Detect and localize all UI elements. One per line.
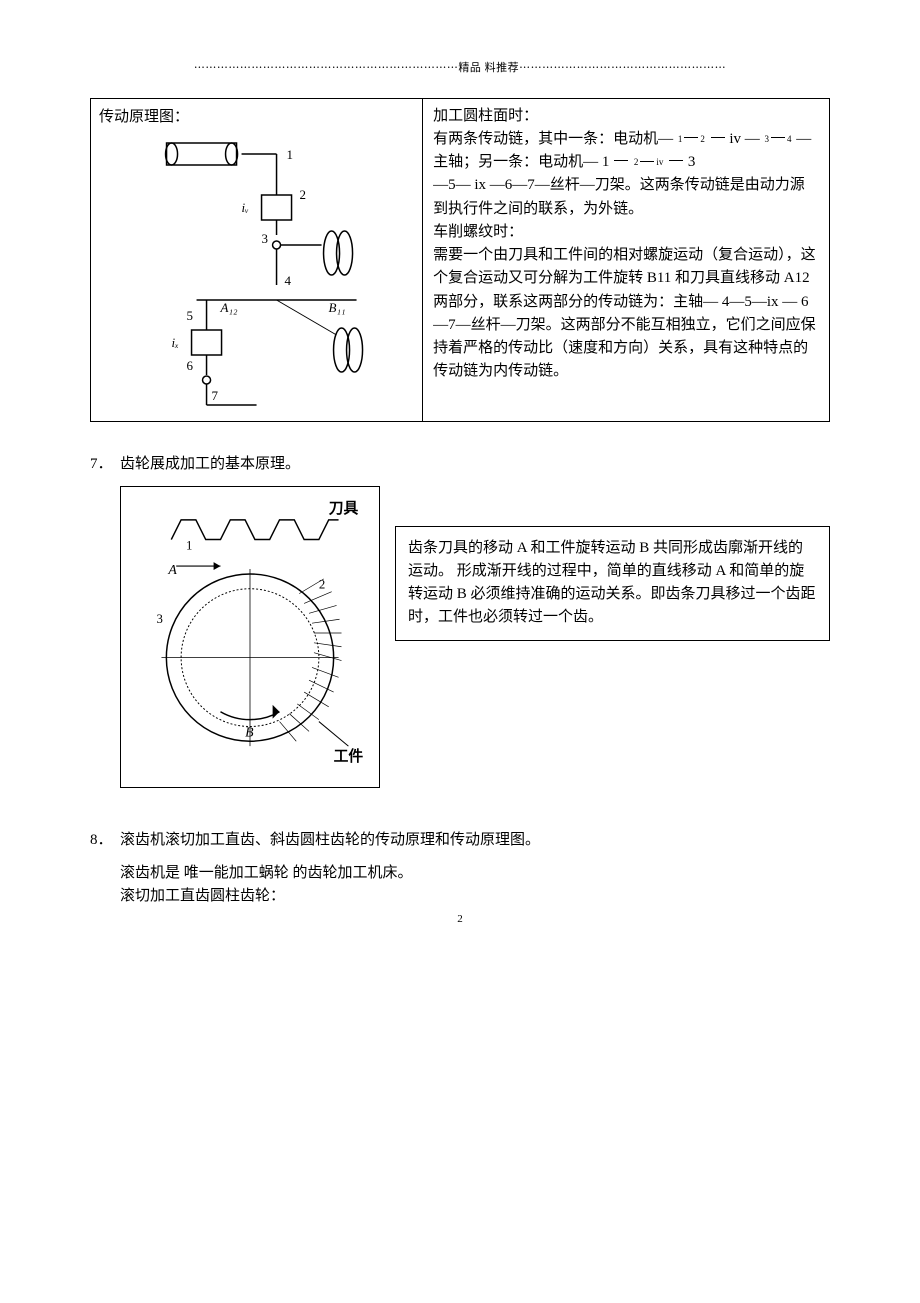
gear-diagram-cell: 刀具 1 2 3 A	[120, 486, 380, 788]
page-number: 2	[0, 911, 920, 929]
label-iv: iᵥ	[242, 200, 250, 215]
label-daoju: 刀具	[329, 500, 359, 517]
header-dots-right: ⋯⋯⋯⋯⋯⋯⋯⋯⋯⋯⋯⋯⋯⋯⋯⋯⋯⋯	[519, 62, 726, 74]
section-8-heading: 8． 滚齿机滚切加工直齿、斜齿圆柱齿轮的传动原理和传动原理图。	[90, 828, 830, 852]
label-7: 7	[212, 388, 219, 403]
header-decoration: ⋯⋯⋯⋯⋯⋯⋯⋯⋯⋯⋯⋯⋯⋯⋯⋯⋯⋯⋯⋯⋯⋯⋯精品 料推荐⋯⋯⋯⋯⋯⋯⋯⋯⋯⋯⋯…	[90, 60, 830, 78]
header-dots-left: ⋯⋯⋯⋯⋯⋯⋯⋯⋯⋯⋯⋯⋯⋯⋯⋯⋯⋯⋯⋯⋯⋯⋯	[194, 62, 459, 74]
label-4: 4	[285, 273, 292, 288]
p1-iv: iv	[729, 131, 741, 147]
section-7-title: 齿轮展成加工的基本原理。	[120, 452, 830, 476]
right-heading-1: 加工圆柱面时：	[433, 105, 819, 128]
p1-h: 3	[688, 154, 696, 170]
section-7-text-cell: 齿条刀具的移动 A 和工件旋转运动 B 共同形成齿廓渐开线的运动。 形成渐开线的…	[395, 526, 830, 641]
label-gA: A	[167, 562, 177, 577]
gear-generation-diagram: 刀具 1 2 3 A	[127, 493, 373, 773]
section-7-para: 齿条刀具的移动 A 和工件旋转运动 B 共同形成齿廓渐开线的运动。 形成渐开线的…	[408, 537, 817, 630]
transmission-principle-block: 传动原理图： 1 iᵥ 2 3	[90, 98, 830, 422]
p1-c: —	[745, 131, 764, 147]
section-8-body: 滚齿机是 唯一能加工蜗轮 的齿轮加工机床。 滚切加工直齿圆柱齿轮：	[120, 862, 830, 909]
section-8-line2: 滚齿机是 唯一能加工蜗轮 的齿轮加工机床。	[120, 862, 830, 885]
transmission-diagram: 1 iᵥ 2 3 4	[99, 135, 414, 415]
section-8-line3: 滚切加工直齿圆柱齿轮：	[120, 885, 830, 908]
label-g1: 1	[186, 538, 192, 552]
label-g3: 3	[157, 612, 163, 626]
dash-icon	[711, 137, 725, 138]
label-3: 3	[262, 231, 269, 246]
right-para-2: —5— ix —6—7—丝杆—刀架。这两条传动链是由动力源到执行件之间的联系，为…	[433, 174, 819, 221]
p1-a: 有两条传动链，其中一条：电动机—	[433, 131, 677, 147]
dash-icon	[614, 160, 628, 161]
frac-3: 2iv	[633, 158, 665, 167]
label-2: 2	[300, 187, 307, 202]
label-b11: B₁₁	[329, 300, 346, 315]
section-8-num: 8．	[90, 828, 120, 852]
label-a12: A₁₂	[220, 300, 238, 315]
right-para-1: 有两条传动链，其中一条：电动机— 12 iv — 34 —主轴；另一条：电动机—…	[433, 128, 819, 175]
dash-icon	[669, 160, 683, 161]
section-8-title: 滚齿机滚切加工直齿、斜齿圆柱齿轮的传动原理和传动原理图。	[120, 828, 830, 852]
left-title: 传动原理图：	[99, 105, 414, 129]
left-column: 传动原理图： 1 iᵥ 2 3	[91, 99, 423, 421]
right-column: 加工圆柱面时： 有两条传动链，其中一条：电动机— 12 iv — 34 —主轴；…	[423, 99, 829, 421]
right-para-3: 需要一个由刀具和工件间的相对螺旋运动（复合运动），这个复合运动又可分解为工件旋转…	[433, 244, 819, 384]
section-7-num: 7．	[90, 452, 120, 476]
label-gongjian: 工件	[334, 747, 364, 765]
label-5: 5	[187, 308, 194, 323]
frac-1: 12	[677, 135, 706, 144]
p1-e: 1	[602, 154, 610, 170]
header-text: 精品 料推荐	[458, 62, 519, 74]
label-ix: iₓ	[172, 335, 180, 350]
section-7-row: 刀具 1 2 3 A	[120, 486, 830, 788]
right-heading-2: 车削螺纹时：	[433, 221, 819, 244]
frac-2: 34	[764, 135, 793, 144]
label-gB: B	[245, 724, 254, 739]
label-1: 1	[287, 147, 294, 162]
label-6: 6	[187, 358, 194, 373]
section-7-heading: 7． 齿轮展成加工的基本原理。	[90, 452, 830, 476]
